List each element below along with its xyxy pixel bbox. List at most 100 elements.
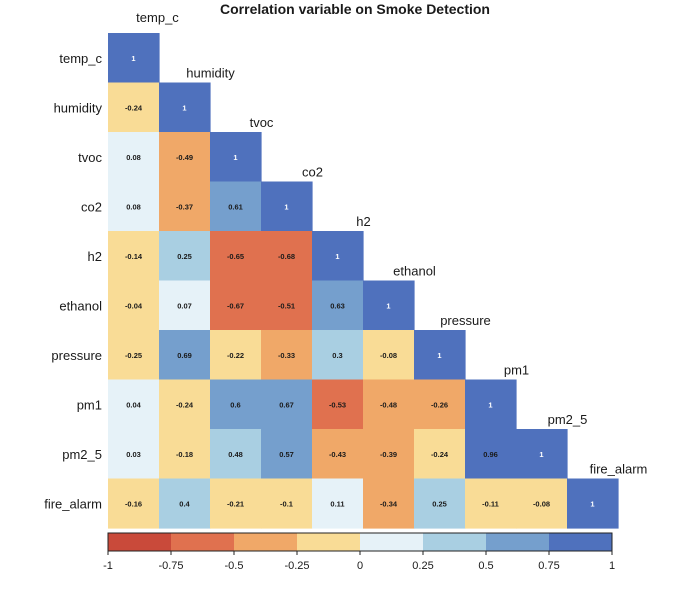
heatmap-cell <box>312 330 364 381</box>
cell-value-label: -0.26 <box>431 400 448 409</box>
cell-value-label: -0.08 <box>380 351 397 360</box>
column-label: pressure <box>440 313 491 328</box>
column-label: pm2_5 <box>548 412 588 427</box>
heatmap-cell <box>414 379 466 430</box>
row-label: ethanol <box>59 298 102 313</box>
cell-value-label: 1 <box>539 450 543 459</box>
heatmap-cell <box>108 181 160 232</box>
colorbar-tick-label: 0.75 <box>538 560 559 572</box>
column-label: pm1 <box>504 363 529 378</box>
colorbar-segment <box>486 533 550 551</box>
heatmap-cell <box>363 429 415 480</box>
heatmap-cell <box>312 379 364 430</box>
heatmap-cell <box>261 280 313 331</box>
heatmap-cell <box>210 379 262 430</box>
column-label: humidity <box>186 66 235 81</box>
row-label: h2 <box>88 249 102 264</box>
cell-value-label: -0.65 <box>227 252 244 261</box>
cell-value-label: -0.37 <box>176 202 193 211</box>
heatmap-cell <box>159 429 211 480</box>
heatmap-cell <box>465 429 517 480</box>
heatmap-cell <box>414 429 466 480</box>
heatmap-cell <box>159 231 211 282</box>
cell-value-label: -0.34 <box>380 499 398 508</box>
column-label: ethanol <box>393 264 436 279</box>
row-label: fire_alarm <box>44 496 102 511</box>
heatmap-cell <box>159 379 211 430</box>
cell-value-label: -0.21 <box>227 499 244 508</box>
cell-value-label: -0.67 <box>227 301 244 310</box>
cell-value-label: -0.24 <box>431 450 449 459</box>
heatmap-cells: 1-0.24 10.08 -0.49 10.08 -0.37 0.61 1-0.14 0.25… <box>108 33 619 529</box>
colorbar-tick-label: -0.25 <box>284 560 309 572</box>
heatmap-cell <box>261 429 313 480</box>
heatmap-cell <box>516 478 568 529</box>
colorbar-tick-label: -1 <box>103 560 113 572</box>
column-label: temp_c <box>136 10 179 25</box>
cell-value-label: 0.08 <box>126 202 141 211</box>
cell-value-label: 0.96 <box>483 450 498 459</box>
heatmap-cell <box>159 330 211 381</box>
cell-value-label: -0.11 <box>482 499 499 508</box>
colorbar-tick-label: 0.25 <box>412 560 433 572</box>
row-labels: temp_c humidity tvoc co2 h2 ethanol pressure pm… <box>44 51 102 512</box>
cell-value-label: -0.16 <box>125 499 142 508</box>
colorbar-tick-label: -0.5 <box>225 560 244 572</box>
heatmap-cell <box>210 181 262 232</box>
cell-value-label: 1 <box>182 103 186 112</box>
column-label: tvoc <box>250 115 274 130</box>
heatmap-cell <box>159 181 211 232</box>
heatmap-cell <box>261 379 313 430</box>
heatmap-cell <box>363 379 415 430</box>
column-label: co2 <box>302 165 323 180</box>
heatmap-cell <box>414 478 466 529</box>
cell-value-label: 0.69 <box>177 351 192 360</box>
heatmap-cell <box>108 330 160 381</box>
heatmap-cell <box>465 379 517 430</box>
heatmap-cell <box>414 330 466 381</box>
heatmap-cell <box>108 82 160 133</box>
heatmap-cell <box>210 429 262 480</box>
cell-value-label: 0.4 <box>179 499 190 508</box>
chart-title: Correlation variable on Smoke Detection <box>220 1 490 17</box>
row-label: co2 <box>81 199 102 214</box>
cell-value-label: -0.1 <box>280 499 293 508</box>
heatmap-cell <box>210 330 262 381</box>
colorbar-segment <box>171 533 235 551</box>
cell-value-label: 0.25 <box>177 252 192 261</box>
cell-value-label: -0.51 <box>278 301 295 310</box>
heatmap-cell <box>516 429 568 480</box>
cell-value-label: 0.08 <box>126 153 141 162</box>
cell-value-label: -0.53 <box>329 400 346 409</box>
heatmap-cell <box>261 330 313 381</box>
heatmap-cell <box>159 82 211 133</box>
cell-value-label: -0.68 <box>278 252 295 261</box>
heatmap-cell <box>363 330 415 381</box>
cell-value-label: 0.61 <box>228 202 243 211</box>
cell-value-label: -0.48 <box>380 400 397 409</box>
heatmap-cell <box>210 231 262 282</box>
colorbar-segment <box>297 533 361 551</box>
heatmap-cell <box>363 478 415 529</box>
cell-value-label: 1 <box>131 54 135 63</box>
heatmap-cell <box>108 379 160 430</box>
cell-value-label: -0.43 <box>329 450 346 459</box>
cell-value-label: -0.18 <box>176 450 193 459</box>
heatmap-cell <box>108 33 160 84</box>
cell-value-label: 1 <box>590 499 594 508</box>
colorbar-segment <box>234 533 298 551</box>
colorbar-tick-label: -0.75 <box>158 560 183 572</box>
heatmap-cell <box>261 478 313 529</box>
color-legend: -1 -0.75 -0.5 -0.25 0 0.25 0.5 0.75 1 <box>103 532 615 572</box>
cell-value-label: 0.67 <box>279 400 294 409</box>
cell-value-label: -0.04 <box>125 301 143 310</box>
cell-value-label: 1 <box>233 153 237 162</box>
cell-value-label: 0.07 <box>177 301 192 310</box>
heatmap-cell <box>261 181 313 232</box>
cell-value-label: 1 <box>437 351 441 360</box>
cell-value-label: 0.63 <box>330 301 345 310</box>
cell-value-label: -0.49 <box>176 153 193 162</box>
heatmap-cell <box>567 478 619 529</box>
cell-value-label: -0.24 <box>125 103 143 112</box>
